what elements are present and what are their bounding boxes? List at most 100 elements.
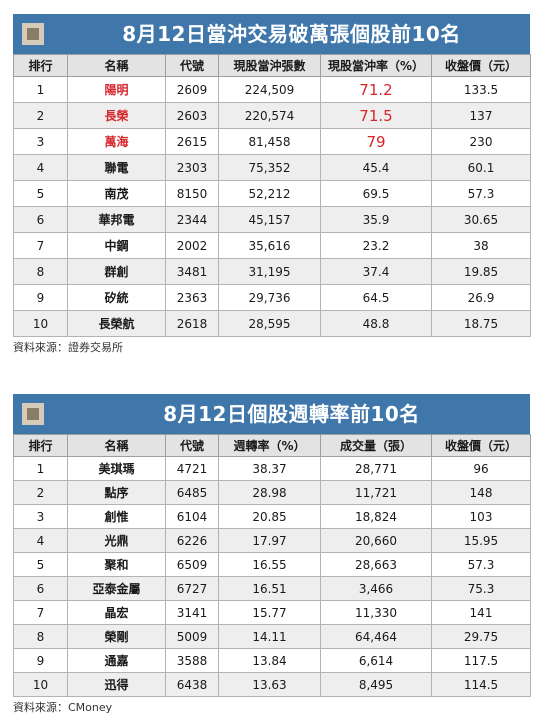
col-header-volume: 成交量（張） <box>320 434 432 457</box>
close-price-cell: 96 <box>431 456 531 481</box>
close-price-cell: 38 <box>431 232 531 259</box>
stock-code-cell: 2615 <box>165 128 219 155</box>
turnover-rate-cell: 28.98 <box>218 480 321 505</box>
stock-name-cell: 榮剛 <box>67 624 166 649</box>
stock-name-cell: 晶宏 <box>67 600 166 625</box>
stock-code-cell: 2609 <box>165 76 219 103</box>
day-trade-lots-cell: 29,736 <box>218 284 321 311</box>
turnover-rate-cell: 38.37 <box>218 456 321 481</box>
stock-code-cell: 6104 <box>165 504 219 529</box>
rank-cell: 10 <box>13 672 68 697</box>
day-trade-rate-cell: 64.5 <box>320 284 432 311</box>
day-trade-lots-cell: 75,352 <box>218 154 321 181</box>
table-row: 3 創惟 6104 20.85 18,824 103 <box>13 504 531 529</box>
square-bullet-icon <box>22 23 44 45</box>
col-header-name: 名稱 <box>67 434 166 457</box>
close-price-cell: 26.9 <box>431 284 531 311</box>
close-price-cell: 148 <box>431 480 531 505</box>
table2-source-note: 資料來源：CMoney <box>13 701 113 714</box>
stock-name-cell: 亞泰金屬 <box>67 576 166 601</box>
table1-title: 8月12日當沖交易破萬張個股前10名 <box>122 22 461 46</box>
stock-name-cell: 萬海 <box>67 128 166 155</box>
day-trade-rate-cell: 79 <box>320 128 432 155</box>
day-trade-lots-cell: 35,616 <box>218 232 321 259</box>
rank-cell: 4 <box>13 528 68 553</box>
close-price-cell: 114.5 <box>431 672 531 697</box>
close-price-cell: 75.3 <box>431 576 531 601</box>
close-price-cell: 230 <box>431 128 531 155</box>
close-price-cell: 57.3 <box>431 552 531 577</box>
turnover-rate-cell: 13.63 <box>218 672 321 697</box>
col-header-close-price: 收盤價（元） <box>431 434 531 457</box>
volume-cell: 3,466 <box>320 576 432 601</box>
day-trade-rate-cell: 35.9 <box>320 206 432 233</box>
col-header-code: 代號 <box>165 54 219 77</box>
table-row: 2 長榮 2603 220,574 71.5 137 <box>13 102 531 129</box>
rank-cell: 9 <box>13 284 68 311</box>
day-trading-table: 排行 名稱 代號 現股當沖張數 現股當沖率（%） 收盤價（元） 1 陽明 260… <box>13 54 531 337</box>
table1-source-note: 資料來源：證券交易所 <box>13 341 123 354</box>
turnover-rate-cell: 20.85 <box>218 504 321 529</box>
stock-name-cell: 迅得 <box>67 672 166 697</box>
stock-code-cell: 2002 <box>165 232 219 259</box>
stock-code-cell: 6509 <box>165 552 219 577</box>
stock-name-cell: 創惟 <box>67 504 166 529</box>
stock-name-cell: 長榮航 <box>67 310 166 337</box>
col-header-rank: 排行 <box>13 54 68 77</box>
stock-code-cell: 3481 <box>165 258 219 285</box>
stock-name-cell: 聯電 <box>67 154 166 181</box>
rank-cell: 8 <box>13 258 68 285</box>
table-row: 4 光鼎 6226 17.97 20,660 15.95 <box>13 528 531 553</box>
volume-cell: 8,495 <box>320 672 432 697</box>
stock-name-cell: 通嘉 <box>67 648 166 673</box>
table-row: 10 長榮航 2618 28,595 48.8 18.75 <box>13 310 531 337</box>
table-row: 1 陽明 2609 224,509 71.2 133.5 <box>13 76 531 103</box>
stock-code-cell: 6727 <box>165 576 219 601</box>
turnover-rate-cell: 13.84 <box>218 648 321 673</box>
stock-code-cell: 2618 <box>165 310 219 337</box>
volume-cell: 28,663 <box>320 552 432 577</box>
table-row: 9 矽統 2363 29,736 64.5 26.9 <box>13 284 531 311</box>
turnover-rate-cell: 16.55 <box>218 552 321 577</box>
table-row: 10 迅得 6438 13.63 8,495 114.5 <box>13 672 531 697</box>
table-row: 5 南茂 8150 52,212 69.5 57.3 <box>13 180 531 207</box>
turnover-rate-cell: 14.11 <box>218 624 321 649</box>
col-header-day-trade-rate: 現股當沖率（%） <box>320 54 432 77</box>
close-price-cell: 30.65 <box>431 206 531 233</box>
table-row: 7 晶宏 3141 15.77 11,330 141 <box>13 600 531 625</box>
stock-name-cell: 群創 <box>67 258 166 285</box>
stock-code-cell: 8150 <box>165 180 219 207</box>
stock-name-cell: 美琪瑪 <box>67 456 166 481</box>
stock-name-cell: 矽統 <box>67 284 166 311</box>
rank-cell: 5 <box>13 180 68 207</box>
rank-cell: 5 <box>13 552 68 577</box>
volume-cell: 11,721 <box>320 480 432 505</box>
col-header-close-price: 收盤價（元） <box>431 54 531 77</box>
table2-title: 8月12日個股週轉率前10名 <box>163 402 420 426</box>
day-trade-rate-cell: 45.4 <box>320 154 432 181</box>
day-trade-rate-cell: 71.2 <box>320 76 432 103</box>
close-price-cell: 15.95 <box>431 528 531 553</box>
close-price-cell: 137 <box>431 102 531 129</box>
stock-name-cell: 長榮 <box>67 102 166 129</box>
table-row: 7 中鋼 2002 35,616 23.2 38 <box>13 232 531 259</box>
day-trade-lots-cell: 45,157 <box>218 206 321 233</box>
rank-cell: 7 <box>13 600 68 625</box>
table1-header-row: 排行 名稱 代號 現股當沖張數 現股當沖率（%） 收盤價（元） <box>13 54 531 77</box>
col-header-turnover-rate: 週轉率（%） <box>218 434 321 457</box>
close-price-cell: 103 <box>431 504 531 529</box>
table-row: 8 群創 3481 31,195 37.4 19.85 <box>13 258 531 285</box>
stock-name-cell: 華邦電 <box>67 206 166 233</box>
rank-cell: 9 <box>13 648 68 673</box>
day-trade-rate-cell: 37.4 <box>320 258 432 285</box>
rank-cell: 6 <box>13 576 68 601</box>
turnover-table: 排行 名稱 代號 週轉率（%） 成交量（張） 收盤價（元） 1 美琪瑪 4721… <box>13 434 531 697</box>
stock-name-cell: 聚和 <box>67 552 166 577</box>
day-trade-lots-cell: 28,595 <box>218 310 321 337</box>
stock-name-cell: 中鋼 <box>67 232 166 259</box>
rank-cell: 10 <box>13 310 68 337</box>
close-price-cell: 57.3 <box>431 180 531 207</box>
stock-code-cell: 3141 <box>165 600 219 625</box>
table2-banner: 8月12日個股週轉率前10名 <box>13 394 530 434</box>
stock-name-cell: 南茂 <box>67 180 166 207</box>
